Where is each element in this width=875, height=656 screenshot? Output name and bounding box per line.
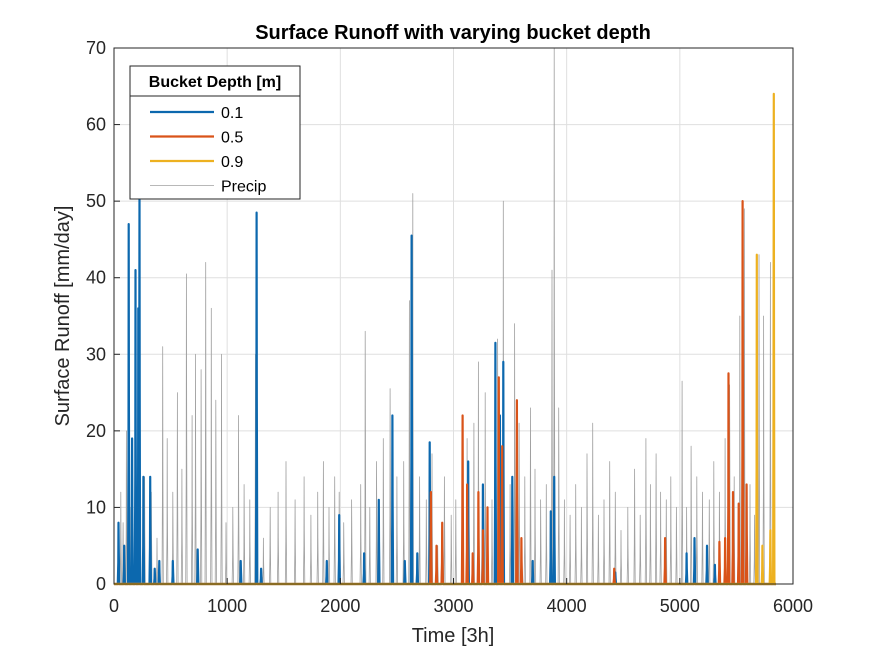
chart-title: Surface Runoff with varying bucket depth bbox=[255, 22, 651, 44]
legend-label: 0.5 bbox=[221, 130, 243, 147]
y-tick-label: 20 bbox=[86, 421, 106, 441]
legend-label: Precip bbox=[221, 179, 266, 196]
x-tick-label: 4000 bbox=[547, 596, 587, 616]
x-tick-label: 1000 bbox=[207, 596, 247, 616]
legend: Bucket Depth [m] 0.1 0.5 0.9 Precip bbox=[129, 65, 301, 200]
legend-title: Bucket Depth [m] bbox=[149, 74, 281, 91]
y-tick-label: 30 bbox=[86, 344, 106, 364]
x-tick-label: 5000 bbox=[660, 596, 700, 616]
grid bbox=[114, 48, 793, 584]
x-tick-label: 0 bbox=[109, 596, 119, 616]
x-axis-ticks: 0 1000 2000 3000 4000 5000 6000 bbox=[109, 578, 813, 616]
x-tick-label: 2000 bbox=[320, 596, 360, 616]
y-tick-label: 70 bbox=[86, 38, 106, 58]
series-line-precip bbox=[114, 47, 776, 585]
legend-label: 0.1 bbox=[221, 105, 243, 122]
legend-label: 0.9 bbox=[221, 154, 243, 171]
legend-box bbox=[129, 65, 301, 200]
y-tick-label: 60 bbox=[86, 115, 106, 135]
legend-entries: 0.1 0.5 0.9 Precip bbox=[150, 105, 266, 196]
y-axis-ticks: 0 10 20 30 40 50 60 70 bbox=[86, 38, 120, 594]
y-tick-label: 0 bbox=[96, 574, 106, 594]
x-tick-label: 6000 bbox=[773, 596, 813, 616]
x-axis-label: Time [3h] bbox=[412, 625, 495, 647]
y-tick-label: 10 bbox=[86, 497, 106, 517]
x-tick-label: 3000 bbox=[433, 596, 473, 616]
y-tick-label: 50 bbox=[86, 191, 106, 211]
y-axis-label: Surface Runoff [mm/day] bbox=[52, 206, 74, 427]
y-tick-label: 40 bbox=[86, 268, 106, 288]
